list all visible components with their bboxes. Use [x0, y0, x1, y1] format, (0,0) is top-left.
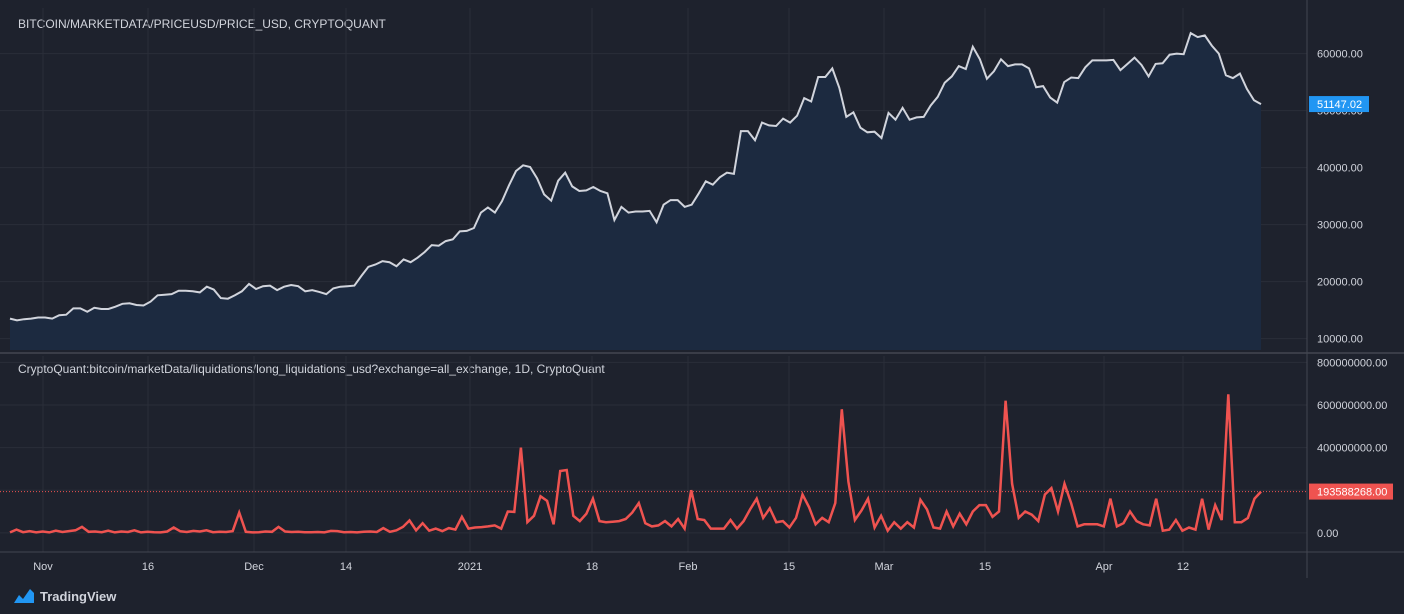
price-last-value-label: 51147.02 [1317, 99, 1362, 111]
price-area-fill [10, 33, 1261, 350]
x-tick-label: 15 [979, 561, 991, 573]
price-y-tick-label: 40000.00 [1317, 163, 1363, 175]
liquidations-chart-title: CryptoQuant:bitcoin/marketData/liquidati… [18, 362, 605, 376]
x-tick-label: 18 [586, 561, 598, 573]
price-y-tick-label: 30000.00 [1317, 220, 1363, 232]
x-tick-label: 14 [340, 561, 352, 573]
price-y-tick-label: 20000.00 [1317, 277, 1363, 289]
x-tick-label: 2021 [458, 561, 482, 573]
tradingview-icon [14, 589, 34, 603]
x-tick-label: Mar [875, 561, 894, 573]
x-tick-label: Dec [244, 561, 264, 573]
liq-y-tick-label: 800000000.00 [1317, 357, 1387, 369]
x-tick-label: Nov [33, 561, 53, 573]
tradingview-logo[interactable]: TradingView [14, 586, 116, 606]
liquidations-line [9, 394, 1262, 534]
price-y-tick-label: 60000.00 [1317, 49, 1363, 61]
liq-y-tick-label: 600000000.00 [1317, 400, 1387, 412]
price-y-tick-label: 10000.00 [1317, 334, 1363, 346]
x-tick-label: 16 [142, 561, 154, 573]
price-line [9, 31, 1262, 322]
x-tick-label: Feb [679, 561, 698, 573]
liq-last-value-label: 193588268.00 [1317, 487, 1387, 499]
tradingview-brand-name: TradingView [40, 588, 117, 604]
x-tick-label: Apr [1095, 561, 1112, 573]
liq-last-value-badge [1309, 483, 1393, 500]
x-tick-label: 12 [1177, 561, 1189, 573]
price-last-value-badge [1309, 96, 1369, 113]
liq-y-tick-label: 400000000.00 [1317, 443, 1387, 455]
x-tick-label: 15 [783, 561, 795, 573]
liq-y-tick-label: 0.00 [1317, 528, 1338, 540]
price-chart-title: BITCOIN/MARKETDATA/PRICEUSD/PRICE_USD, C… [18, 17, 386, 31]
